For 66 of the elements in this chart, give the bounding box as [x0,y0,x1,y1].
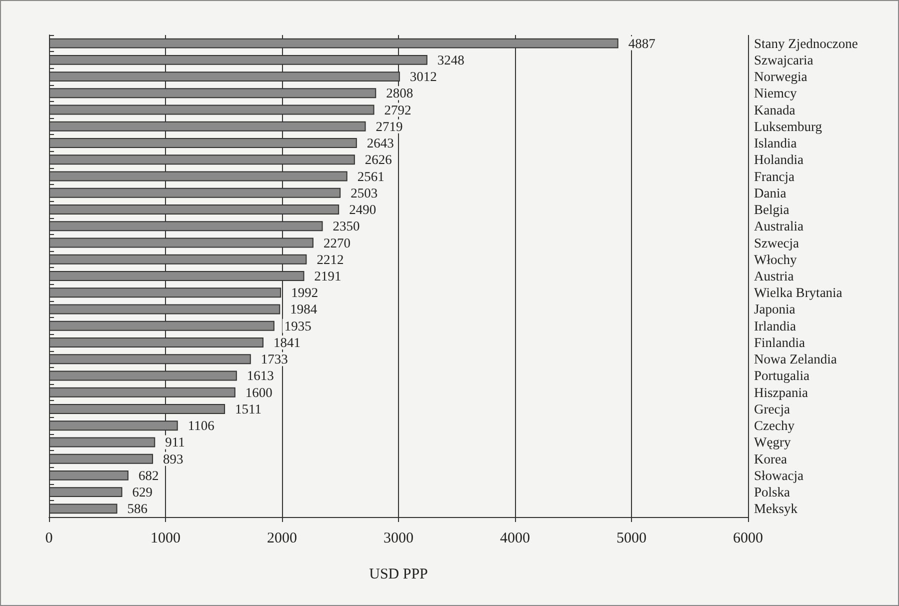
y-tick-label: Kanada [754,102,796,118]
x-axis-title: USD PPP [369,566,428,582]
data-label: 3012 [410,69,437,84]
data-label: 911 [165,434,185,450]
data-label: 2808 [386,86,414,101]
y-tick-label: Węgry [754,434,791,450]
data-label: 2561 [357,168,384,184]
y-tick-label: Australia [754,218,804,234]
y-tick-label: Norwegia [754,69,808,84]
y-tick-label: Stany Zjednoczone [754,36,858,51]
data-label: 1600 [245,384,273,400]
data-label: 3248 [437,52,465,68]
y-tick-label: Nowa Zelandia [754,352,837,367]
y-tick-label: Holandia [754,152,804,168]
y-tick-label: Wielka Brytania [754,285,842,300]
data-label: 1106 [188,418,215,434]
data-label: 1992 [291,285,318,300]
data-label: 1984 [290,302,318,317]
y-tick-label: Meksyk [754,501,798,516]
x-tick-label: 2000 [267,530,297,546]
y-tick-label: Hiszpania [754,384,808,400]
x-tick-label: 6000 [733,530,763,546]
y-tick-label: Francja [754,168,794,184]
x-tick-label: 1000 [150,530,180,546]
y-tick-label: Szwecja [754,235,799,250]
data-label: 2350 [332,218,360,234]
data-label: 2490 [349,202,376,218]
y-tick-label: Austria [754,268,794,284]
y-tick-label: Czechy [754,418,795,434]
x-tick-label: 4000 [500,530,530,546]
y-tick-label: Dania [754,185,786,200]
y-tick-label: Słowacja [754,468,804,483]
x-tick-label: 0 [45,530,53,546]
y-tick-label: Korea [754,451,787,466]
data-label: 1935 [284,318,312,334]
data-label: 682 [138,468,159,483]
y-tick-label: Grecja [754,401,790,416]
y-tick-label: Włochy [754,252,797,267]
y-tick-label: Finlandia [754,334,805,350]
x-tick-label: 3000 [384,530,414,546]
y-tick-label: Niemcy [754,86,797,101]
y-tick-label: Portugalia [754,368,810,384]
y-tick-label: Japonia [754,302,796,317]
y-tick-label: Belgia [754,202,790,218]
data-label: 629 [132,484,153,500]
data-label: 2212 [316,252,344,267]
y-tick-label: Irlandia [754,318,796,334]
data-label: 893 [163,451,184,466]
data-label: 586 [127,501,148,516]
y-tick-label: Luksemburg [754,118,822,134]
data-label: 1613 [246,368,274,384]
data-label: 2503 [350,185,378,200]
data-label: 2270 [323,235,351,250]
data-label: 4887 [628,36,656,51]
y-tick-label: Polska [754,484,790,500]
data-label: 1733 [260,352,288,367]
data-label: 2626 [364,152,392,168]
data-label: 2191 [314,268,342,284]
data-label: 2719 [376,118,404,134]
data-label: 2643 [366,136,394,151]
data-label: 1511 [235,401,262,416]
x-tick-label: 5000 [616,530,646,546]
y-tick-label: Islandia [754,136,797,151]
data-label: 2792 [384,102,412,118]
data-label: 1841 [273,334,300,350]
y-tick-label: Szwajcaria [754,52,814,68]
